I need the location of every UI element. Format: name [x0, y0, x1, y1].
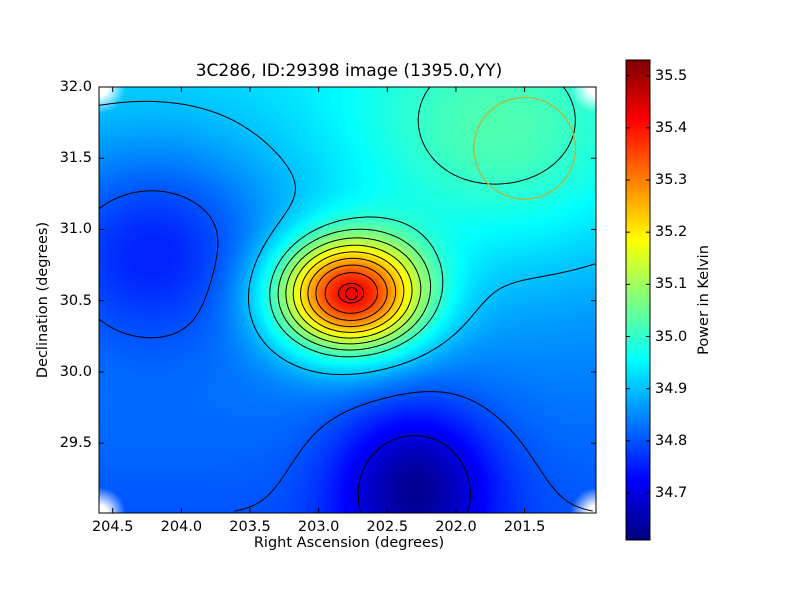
- contour-lines: [98, 86, 596, 512]
- contour-line: [98, 100, 596, 376]
- x-tick-label: 202.0: [435, 519, 477, 535]
- beam-circle: [473, 96, 577, 200]
- contour-line: [315, 264, 388, 321]
- y-tick-label: 30.5: [59, 292, 92, 309]
- x-axis-label: Right Ascension (degrees): [253, 535, 445, 551]
- colorbar-tick-label: 35.3: [655, 172, 688, 188]
- x-tick-label: 204.5: [91, 519, 134, 535]
- colorbar-tick-label: 35.0: [655, 328, 688, 345]
- colorbar-tick-label: 34.9: [655, 380, 688, 397]
- colorbar-tick-label: 35.5: [655, 67, 688, 84]
- contour-line: [292, 244, 413, 339]
- y-tick-label: 31.5: [59, 150, 92, 167]
- chart-title: 3C286, ID:29398 image (1395.0,YY): [195, 61, 503, 81]
- contour-line: [277, 228, 432, 351]
- contour-line: [300, 251, 405, 333]
- x-tick-label: 203.5: [229, 519, 271, 535]
- x-tick-label: 203.0: [297, 519, 340, 535]
- contour-line: [269, 86, 576, 358]
- contour-line: [307, 257, 397, 328]
- axes: [98, 86, 597, 514]
- colorbar-tick-label: 35.2: [655, 224, 688, 241]
- contour-line: [324, 272, 378, 314]
- y-tick-label: 32.0: [59, 79, 92, 95]
- y-tick-label: 29.5: [59, 435, 92, 452]
- plot-frame: [98, 86, 597, 514]
- x-tick-label: 202.5: [366, 519, 409, 535]
- colorbar-tick-label: 35.1: [655, 276, 688, 293]
- y-tick-label: 31.0: [59, 221, 92, 238]
- colorbar-tick-label: 34.8: [655, 432, 688, 449]
- y-axis-label: Declination (degrees): [34, 221, 51, 379]
- heatmap-image: [99, 87, 596, 513]
- peak-marker: [345, 287, 359, 301]
- colorbar-tick-label: 34.7: [655, 485, 688, 502]
- colorbar: [626, 60, 650, 540]
- x-tick-label: 204.0: [160, 519, 203, 535]
- contour-line: [98, 190, 593, 512]
- x-tick-label: 201.5: [503, 519, 546, 535]
- colorbar-tick-label: 35.4: [655, 119, 688, 136]
- colorbar-label: Power in Kelvin: [695, 245, 712, 355]
- contour-line: [357, 435, 471, 512]
- contour-line: [338, 282, 365, 304]
- contour-line: [285, 237, 422, 345]
- y-tick-label: 30.0: [59, 363, 92, 380]
